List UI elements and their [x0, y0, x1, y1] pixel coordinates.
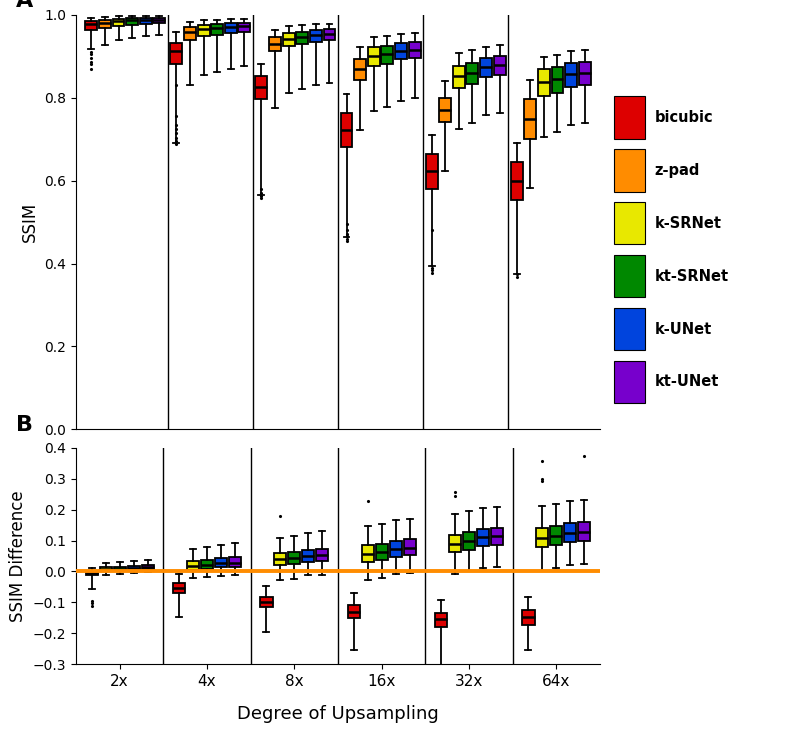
PathPatch shape — [551, 68, 563, 93]
PathPatch shape — [578, 522, 590, 541]
Text: kt-SRNet: kt-SRNet — [654, 269, 729, 283]
PathPatch shape — [354, 59, 366, 80]
PathPatch shape — [187, 561, 199, 570]
PathPatch shape — [550, 526, 562, 545]
Y-axis label: SSIM: SSIM — [21, 202, 38, 242]
PathPatch shape — [426, 154, 438, 189]
PathPatch shape — [302, 550, 314, 562]
PathPatch shape — [382, 46, 394, 64]
PathPatch shape — [368, 47, 380, 66]
PathPatch shape — [86, 21, 98, 30]
PathPatch shape — [201, 560, 213, 569]
PathPatch shape — [390, 540, 402, 556]
PathPatch shape — [229, 557, 241, 567]
PathPatch shape — [341, 113, 353, 147]
PathPatch shape — [449, 535, 461, 552]
PathPatch shape — [395, 43, 407, 59]
Text: A: A — [16, 0, 33, 10]
PathPatch shape — [403, 539, 416, 556]
PathPatch shape — [466, 63, 478, 84]
PathPatch shape — [274, 553, 286, 565]
PathPatch shape — [127, 566, 140, 570]
PathPatch shape — [310, 30, 322, 42]
Text: k-SRNet: k-SRNet — [654, 216, 722, 230]
Text: Degree of Upsampling: Degree of Upsampling — [237, 705, 438, 723]
PathPatch shape — [323, 29, 335, 40]
PathPatch shape — [564, 523, 577, 542]
PathPatch shape — [126, 18, 138, 25]
PathPatch shape — [375, 544, 388, 560]
PathPatch shape — [99, 567, 112, 571]
PathPatch shape — [113, 19, 125, 26]
PathPatch shape — [362, 545, 374, 562]
PathPatch shape — [198, 25, 210, 36]
PathPatch shape — [255, 76, 267, 99]
PathPatch shape — [453, 66, 465, 87]
PathPatch shape — [477, 528, 489, 546]
PathPatch shape — [494, 57, 506, 75]
PathPatch shape — [565, 63, 577, 87]
PathPatch shape — [409, 42, 421, 58]
PathPatch shape — [140, 18, 152, 24]
PathPatch shape — [480, 58, 492, 77]
PathPatch shape — [538, 70, 550, 96]
Text: k-UNet: k-UNet — [654, 321, 712, 336]
PathPatch shape — [522, 611, 534, 625]
PathPatch shape — [238, 23, 250, 32]
PathPatch shape — [288, 552, 301, 564]
PathPatch shape — [348, 606, 360, 619]
PathPatch shape — [154, 18, 166, 23]
PathPatch shape — [435, 613, 447, 627]
PathPatch shape — [282, 33, 294, 46]
PathPatch shape — [225, 23, 237, 33]
PathPatch shape — [524, 99, 536, 139]
PathPatch shape — [86, 571, 98, 575]
PathPatch shape — [578, 62, 590, 85]
PathPatch shape — [184, 27, 196, 40]
Text: kt-UNet: kt-UNet — [654, 374, 718, 389]
PathPatch shape — [439, 98, 451, 122]
Text: B: B — [16, 415, 33, 435]
PathPatch shape — [170, 43, 182, 64]
PathPatch shape — [316, 548, 328, 561]
PathPatch shape — [260, 597, 273, 607]
PathPatch shape — [114, 567, 126, 570]
Text: z-pad: z-pad — [654, 163, 700, 178]
PathPatch shape — [215, 558, 227, 567]
PathPatch shape — [142, 565, 154, 569]
Text: bicubic: bicubic — [654, 110, 713, 125]
PathPatch shape — [99, 20, 111, 28]
PathPatch shape — [173, 583, 185, 592]
Y-axis label: SSIM Difference: SSIM Difference — [9, 490, 27, 622]
PathPatch shape — [296, 32, 308, 44]
PathPatch shape — [463, 532, 475, 550]
PathPatch shape — [491, 528, 503, 545]
PathPatch shape — [536, 528, 549, 548]
PathPatch shape — [211, 24, 223, 34]
PathPatch shape — [269, 37, 281, 51]
PathPatch shape — [510, 162, 522, 200]
